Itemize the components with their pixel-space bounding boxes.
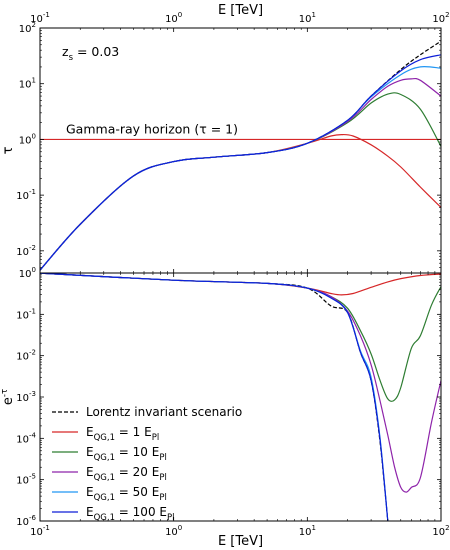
series-line-top-5 bbox=[40, 54, 441, 271]
legend-label-4: EQG,1 = 50 EPl bbox=[86, 485, 167, 503]
y-tick-label-top-3: 101 bbox=[19, 77, 36, 91]
x-tick-label-bottom-0: 10-1 bbox=[30, 524, 50, 538]
legend-label-2: EQG,1 = 10 EPl bbox=[86, 445, 167, 463]
series-line-top-3 bbox=[40, 77, 441, 271]
legend-label-3: EQG,1 = 20 EPl bbox=[86, 465, 167, 483]
x-tick-label-bottom-2: 101 bbox=[299, 524, 316, 538]
y-tick-label-bottom-5: 10-1 bbox=[16, 307, 36, 321]
y-tick-label-top-4: 102 bbox=[19, 21, 36, 35]
y-tick-label-top-2: 100 bbox=[19, 132, 36, 146]
y-tick-label-bottom-1: 10-5 bbox=[16, 473, 36, 487]
y-axis-label-bottom: e-τ bbox=[0, 389, 16, 405]
y-tick-label-top-1: 10-1 bbox=[16, 188, 36, 202]
series-line-top-2 bbox=[40, 92, 441, 271]
x-axis-label-bottom: E [TeV] bbox=[218, 534, 263, 549]
y-tick-label-bottom-4: 10-2 bbox=[16, 349, 36, 363]
y-tick-label-bottom-6: 100 bbox=[19, 266, 36, 280]
axes-frame bbox=[39, 272, 442, 522]
series-line-bottom-4 bbox=[40, 273, 389, 521]
legend-label-1: EQG,1 = 1 EPl bbox=[86, 425, 159, 443]
horizon-annotation: Gamma-ray horizon (τ = 1) bbox=[66, 121, 238, 136]
series-line-bottom-5 bbox=[40, 273, 389, 521]
y-tick-label-top-0: 10-2 bbox=[16, 244, 36, 258]
x-tick-label-bottom-3: 102 bbox=[432, 524, 449, 538]
x-tick-label-top-1: 100 bbox=[165, 11, 182, 25]
series-line-bottom-0 bbox=[40, 273, 389, 521]
y-tick-label-bottom-2: 10-4 bbox=[16, 431, 36, 445]
legend-label-5: EQG,1 = 100 EPl bbox=[86, 505, 174, 523]
series-line-bottom-2 bbox=[40, 273, 441, 402]
y-tick-label-bottom-0: 10-6 bbox=[16, 514, 36, 528]
x-tick-label-top-2: 101 bbox=[299, 11, 316, 25]
attenuation-panel: 10-6 10-5 10-4 10-3 10-2 10-1 100 10-1 100 101 102 bbox=[16, 266, 449, 538]
x-tick-label-top-3: 102 bbox=[432, 11, 449, 25]
legend: Lorentz invariant scenario EQG,1 = 1 EPl E… bbox=[52, 405, 242, 523]
x-axis-label-top: E [TeV] bbox=[218, 3, 263, 18]
y-axis-label-top: τ bbox=[1, 146, 16, 154]
axis-labels: E [TeV] E [TeV] τ e-τ bbox=[0, 3, 263, 549]
y-tick-label-bottom-3: 10-3 bbox=[16, 390, 36, 404]
redshift-annotation: zs = 0.03 bbox=[62, 44, 119, 63]
x-tick-label-bottom-1: 100 bbox=[165, 524, 182, 538]
x-tick-label-top-0: 10-1 bbox=[30, 11, 50, 25]
legend-label-0: Lorentz invariant scenario bbox=[86, 405, 242, 419]
